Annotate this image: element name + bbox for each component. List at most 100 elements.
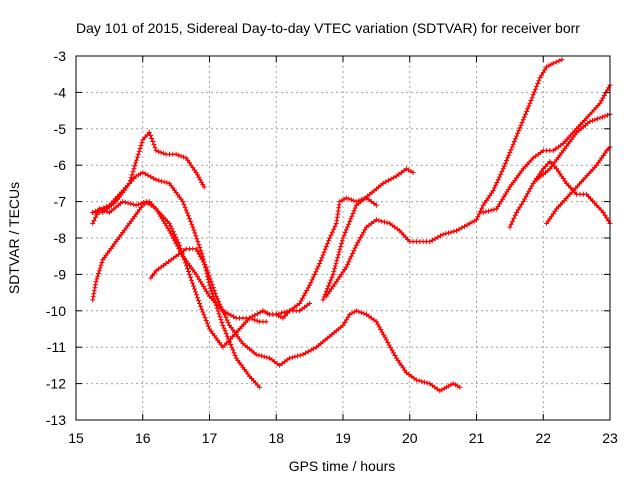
data-point-marker <box>516 128 522 134</box>
data-point-marker <box>198 303 204 309</box>
data-point-marker <box>133 160 139 166</box>
data-point-marker <box>195 249 201 254</box>
data-point-marker <box>512 212 518 218</box>
data-point-marker <box>196 251 202 257</box>
data-point-marker <box>187 271 192 277</box>
data-point-marker <box>166 228 172 234</box>
data-point-marker <box>351 248 357 254</box>
data-point-marker <box>95 273 101 279</box>
data-point-marker <box>454 228 459 234</box>
data-point-marker <box>257 309 263 315</box>
data-point-marker <box>186 269 191 274</box>
data-point-marker <box>187 216 192 222</box>
data-point-marker <box>304 288 310 293</box>
data-point-marker <box>334 257 340 263</box>
data-point-marker <box>185 266 190 272</box>
data-point-marker <box>328 232 334 238</box>
data-point-marker <box>175 243 180 249</box>
data-point-marker <box>329 229 335 235</box>
data-point-marker <box>140 170 146 175</box>
data-point-marker <box>183 207 189 213</box>
data-point-marker <box>459 225 465 231</box>
data-point-marker <box>435 234 441 240</box>
data-point-marker <box>297 301 303 306</box>
data-point-marker <box>216 311 222 317</box>
data-point-marker <box>380 180 386 186</box>
data-point-marker <box>91 218 97 223</box>
data-point-marker <box>184 210 190 216</box>
data-point-marker <box>331 269 337 275</box>
data-point-marker <box>327 235 333 241</box>
data-point-marker <box>192 286 197 292</box>
data-point-marker <box>523 193 529 199</box>
data-point-marker <box>104 204 110 209</box>
data-point-marker <box>529 95 535 101</box>
data-point-marker <box>605 112 610 118</box>
data-point-marker <box>440 231 446 237</box>
data-point-marker <box>352 205 358 211</box>
data-point-marker <box>193 289 198 295</box>
data-point-marker <box>279 310 285 316</box>
data-point-marker <box>343 227 349 233</box>
data-point-marker <box>475 214 481 220</box>
data-point-marker <box>540 166 546 172</box>
data-point-marker <box>592 117 598 123</box>
data-point-marker <box>148 133 153 138</box>
data-point-marker <box>295 353 301 359</box>
x-tick-label: 20 <box>402 430 418 446</box>
data-point-marker <box>130 202 136 207</box>
data-point-marker <box>386 342 392 348</box>
data-point-marker <box>361 311 367 316</box>
data-point-marker <box>512 136 518 142</box>
data-point-marker <box>517 125 523 131</box>
data-point-marker <box>346 259 352 265</box>
data-point-marker <box>494 180 500 185</box>
data-point-marker <box>259 353 265 359</box>
data-point-marker <box>178 153 184 159</box>
data-point-marker <box>358 235 364 240</box>
data-point-marker <box>493 182 499 188</box>
data-point-marker <box>519 119 525 125</box>
data-point-marker <box>328 277 334 283</box>
data-point-marker <box>254 318 260 324</box>
data-point-marker <box>140 137 146 143</box>
series-arc-11 <box>544 144 613 226</box>
data-point-marker <box>539 72 545 78</box>
data-point-marker <box>540 69 546 75</box>
data-point-marker <box>451 228 457 234</box>
data-point-marker <box>538 150 544 155</box>
series-arc-2 <box>90 170 263 390</box>
data-point-marker <box>194 292 199 298</box>
data-point-marker <box>310 274 316 280</box>
data-point-marker <box>252 312 258 318</box>
data-point-marker <box>224 333 230 339</box>
x-tick-label: 21 <box>469 430 485 446</box>
data-point-marker <box>307 301 313 306</box>
data-point-marker <box>526 188 532 194</box>
data-point-marker <box>196 242 202 248</box>
data-point-marker <box>219 320 225 325</box>
data-point-marker <box>90 220 96 226</box>
data-point-marker <box>535 81 541 86</box>
data-point-marker <box>347 256 353 262</box>
data-point-marker <box>215 308 221 314</box>
data-point-marker <box>191 227 197 233</box>
series-line-arc-1 <box>91 131 205 214</box>
data-point-marker <box>391 350 396 356</box>
data-point-marker <box>182 204 188 210</box>
data-point-marker <box>345 314 351 320</box>
data-point-marker <box>247 315 253 321</box>
data-point-marker <box>344 224 350 230</box>
data-point-marker <box>476 211 482 217</box>
data-point-marker <box>174 237 180 243</box>
y-tick-label: -8 <box>54 230 67 246</box>
data-point-marker <box>488 207 494 213</box>
data-point-marker <box>149 136 155 141</box>
data-point-marker <box>587 119 593 124</box>
data-point-marker <box>307 282 313 288</box>
data-point-marker <box>338 243 344 249</box>
data-point-marker <box>125 200 131 206</box>
data-point-marker <box>204 267 210 273</box>
data-point-marker <box>559 57 565 63</box>
data-point-marker <box>520 199 526 205</box>
